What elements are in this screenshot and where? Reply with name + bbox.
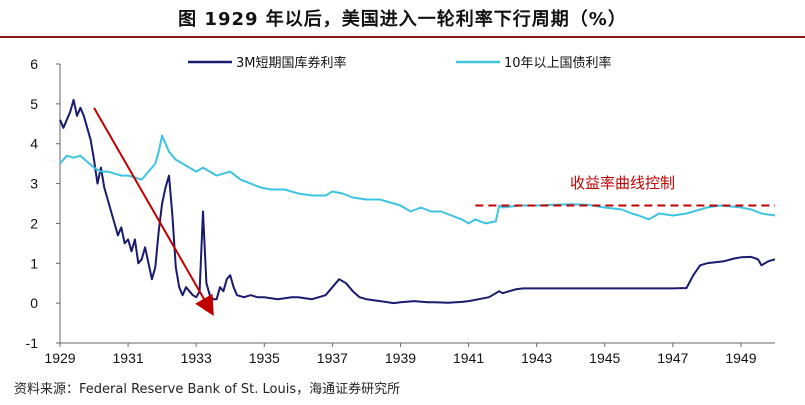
y-tick-label: -1 <box>26 335 39 351</box>
y-tick-label: 0 <box>30 295 38 311</box>
y-tick-label: 3 <box>30 176 38 192</box>
title-bar: 图 1929 年以后，美国进入一轮利率下行周期（%） <box>0 0 805 38</box>
x-tick-label: 1939 <box>385 350 416 366</box>
decline-arrow <box>93 107 214 317</box>
y-tick-label: 4 <box>30 136 38 152</box>
annotations: 收益率曲线控制 <box>93 107 775 317</box>
x-tick-label: 1937 <box>317 350 348 366</box>
series-line-10y-bond <box>59 134 776 225</box>
x-tick-label: 1929 <box>44 350 75 366</box>
x-tick-label: 1933 <box>181 350 212 366</box>
plot-area <box>59 98 776 305</box>
chart-title: 图 1929 年以后，美国进入一轮利率下行周期（%） <box>178 9 627 30</box>
source-note: 资料来源：Federal Reserve Bank of St. Louis，海… <box>14 382 401 397</box>
x-tick-label: 1941 <box>453 350 484 366</box>
x-tick-label: 1935 <box>249 350 280 366</box>
x-axis: 1929 1931 1933 1935 1937 1939 1941 1943 1945 1947… <box>44 342 775 366</box>
y-tick-label: 1 <box>30 255 38 271</box>
x-tick-label: 1949 <box>725 350 756 366</box>
x-tick-label: 1931 <box>113 350 144 366</box>
series-line-3m-bill <box>59 98 776 305</box>
y-axis: -1 0 1 2 3 4 5 6 <box>26 56 61 351</box>
control-label: 收益率曲线控制 <box>570 174 675 192</box>
y-tick-label: 6 <box>30 56 38 72</box>
x-tick-label: 1947 <box>657 350 688 366</box>
y-tick-label: 5 <box>30 96 38 112</box>
y-tick-label: 2 <box>30 215 38 231</box>
legend: 3M短期国库券利率 10年以上国债利率 <box>188 55 612 71</box>
x-tick-label: 1943 <box>521 350 552 366</box>
legend-label: 10年以上国债利率 <box>504 55 612 71</box>
x-tick-label: 1945 <box>589 350 620 366</box>
legend-label: 3M短期国库券利率 <box>236 55 347 71</box>
